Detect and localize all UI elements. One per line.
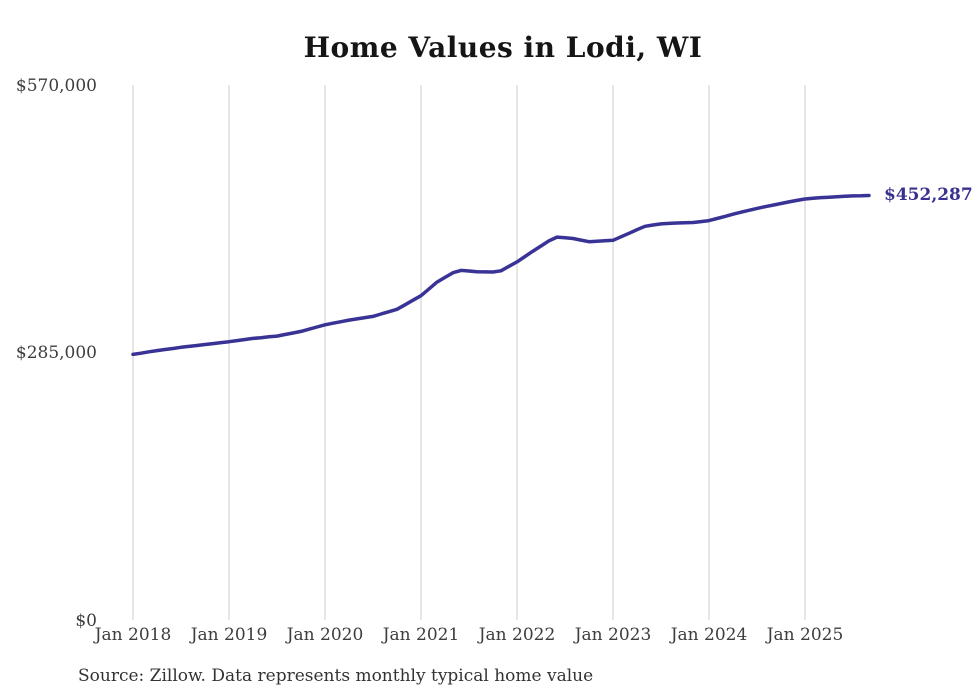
home-value-line xyxy=(131,193,871,357)
x-axis-tick-label-2025-01: Jan 2025 xyxy=(766,625,844,645)
source-note: Source: Zillow. Data represents monthly … xyxy=(78,666,594,686)
x-axis-tick-label-2022-01: Jan 2022 xyxy=(478,625,556,645)
x-axis-tick-label-2024-01: Jan 2024 xyxy=(670,625,748,645)
x-axis-tick-label-2020-01: Jan 2020 xyxy=(286,625,364,645)
y-axis-tick-label-0: $0 xyxy=(75,611,97,631)
x-axis-tick-label-2023-01: Jan 2023 xyxy=(574,625,652,645)
x-axis-tick-label-2021-01: Jan 2021 xyxy=(382,625,460,645)
latest-value-label: $452,287 xyxy=(884,185,973,206)
y-axis-tick-label-285000: $285,000 xyxy=(15,343,97,363)
chart-title: Home Values in Lodi, WI xyxy=(303,31,703,64)
x-axis-tick-label-2019-01: Jan 2019 xyxy=(190,625,268,645)
x-axis-tick-label-2018-01: Jan 2018 xyxy=(94,625,172,645)
y-axis-tick-label-570000: $570,000 xyxy=(15,76,97,96)
